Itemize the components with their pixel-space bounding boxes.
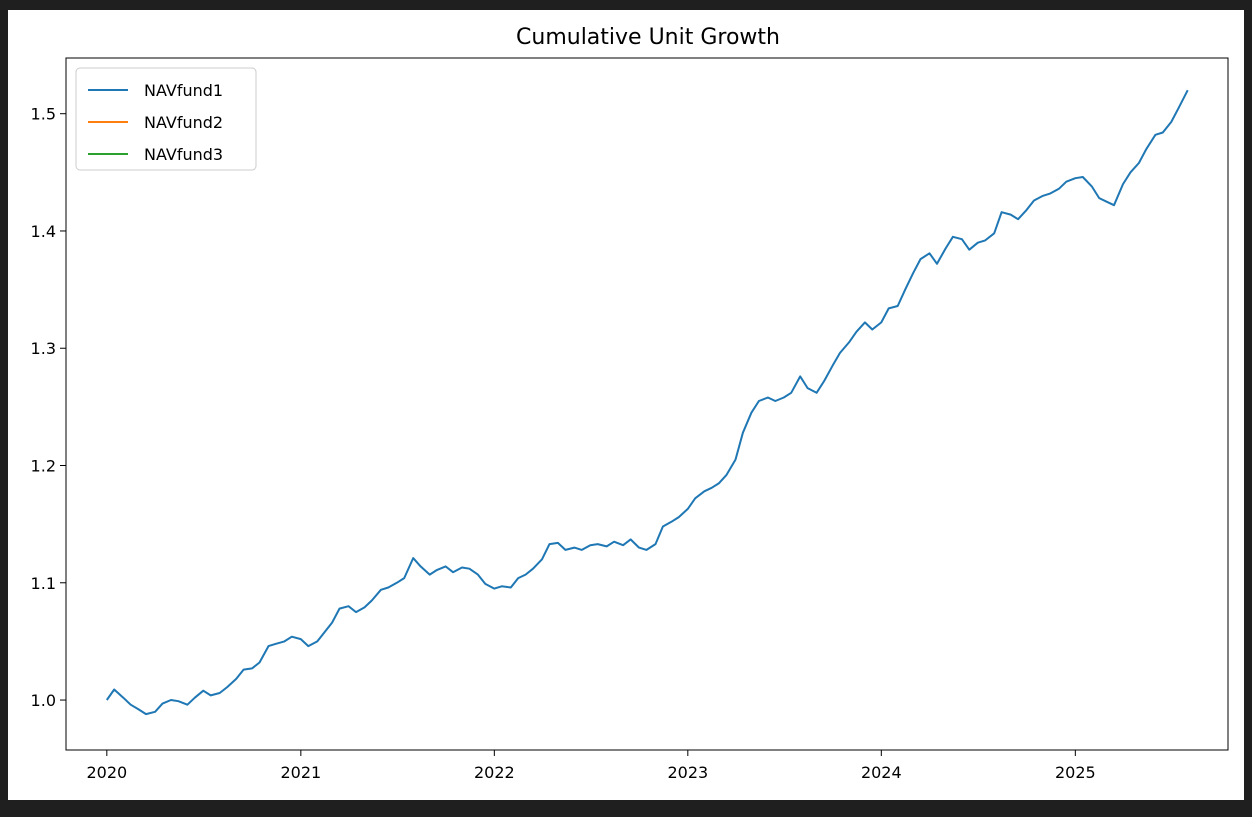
- y-tick-label: 1.5: [31, 105, 56, 124]
- series-line-navfund1: [105, 89, 1189, 716]
- series-layer: [105, 89, 1189, 716]
- plot-area-frame: [65, 57, 1229, 751]
- y-tick-label: 1.3: [31, 339, 56, 358]
- y-tick-label: 1.4: [31, 222, 56, 241]
- x-tick-label: 2022: [474, 763, 515, 782]
- x-axis: 2020 2021 2022 2023 2024 2025: [86, 750, 1096, 782]
- legend: NAVfund1 NAVfund2 NAVfund3: [75, 67, 257, 171]
- x-tick-label: 2020: [86, 763, 127, 782]
- legend-label-navfund3: NAVfund3: [144, 145, 223, 164]
- x-tick-label: 2023: [667, 763, 708, 782]
- legend-box: [75, 67, 257, 171]
- line-chart: Cumulative Unit Growth 1.01.11.21.31.41.…: [31, 25, 1229, 782]
- y-axis: 1.0 1.1 1.2 1.3 1.4 1.5: [31, 105, 66, 710]
- legend-label-navfund1: NAVfund1: [144, 81, 223, 100]
- chart-figure: Cumulative Unit Growth 1.0 1.1 1.2 1.3 1.4 1.…: [8, 10, 1244, 800]
- y-tick-label: 1.1: [31, 574, 56, 593]
- x-tick-label: 2025: [1055, 763, 1096, 782]
- legend-label-navfund2: NAVfund2: [144, 113, 223, 132]
- y-tick-label: 1.2: [31, 457, 56, 476]
- x-tick-label: 2021: [280, 763, 321, 782]
- chart-title: Cumulative Unit Growth: [516, 25, 780, 50]
- legend-entries: NAVfund1 NAVfund2 NAVfund3: [88, 81, 223, 164]
- x-tick-label: 2024: [861, 763, 902, 782]
- y-tick-label: 1.0: [31, 691, 56, 710]
